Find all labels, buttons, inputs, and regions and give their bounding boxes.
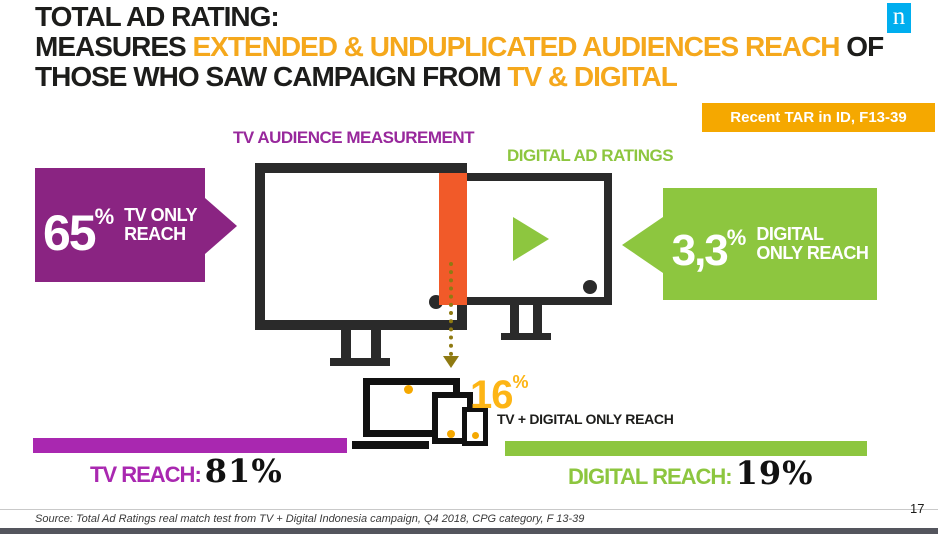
tv-monitor-icon	[255, 163, 467, 330]
tv-reach-bar	[33, 438, 347, 453]
title-line-2: MEASURES EXTENDED & UNDUPLICATED AUDIENC…	[35, 31, 884, 62]
recent-tar-badge: Recent TAR in ID, F13-39	[702, 103, 935, 132]
title-line-1: TOTAL AD RATING:	[35, 1, 280, 32]
bottom-bar	[0, 528, 938, 534]
digital-reach-bar	[505, 441, 867, 456]
tv-monitor-stand-icon	[341, 330, 381, 358]
overlap-dotted-arrow-line	[449, 262, 453, 356]
footer-divider	[0, 509, 938, 510]
laptop-base-icon	[352, 441, 429, 449]
digital-ad-ratings-label: DIGITAL AD RATINGS	[507, 146, 674, 165]
tv-only-reach-value: 65%	[42, 204, 115, 261]
overlap-reach-value: 16%	[470, 372, 529, 417]
title-highlight-1: EXTENDED & UNDUPLICATED AUDIENCES REACH	[192, 31, 840, 62]
digital-reach-total: DIGITAL REACH: 19%	[568, 454, 814, 492]
overlap-dotted-arrow-head-icon	[443, 356, 459, 368]
tablet-dot-icon	[447, 430, 455, 438]
digital-monitor-base-icon	[501, 333, 551, 340]
tv-reach-value: 81%	[204, 452, 283, 490]
play-icon	[513, 217, 549, 261]
title-highlight-2: TV & DIGITAL	[507, 61, 677, 92]
digital-monitor-stand-icon	[510, 305, 542, 333]
laptop-dot-icon	[404, 385, 413, 394]
digital-reach-value: 19%	[735, 454, 814, 492]
tv-reach-label: TV REACH:	[90, 462, 202, 487]
tv-reach-total: TV REACH: 81%	[90, 452, 283, 490]
source-note: Source: Total Ad Ratings real match test…	[35, 513, 585, 525]
digital-only-reach-label: DIGITAL ONLY REACH	[756, 224, 869, 263]
digital-power-dot-icon	[583, 280, 597, 294]
digital-reach-label: DIGITAL REACH:	[568, 464, 733, 489]
title-line-3: THOSE WHO SAW CAMPAIGN FROM TV & DIGITAL	[35, 61, 678, 92]
digital-only-reach-value: 3,3%	[671, 224, 747, 275]
page-number: 17	[910, 501, 925, 516]
overlap-reach-label: TV + DIGITAL ONLY REACH	[497, 411, 674, 427]
tv-monitor-base-icon	[330, 358, 390, 366]
phone-icon	[462, 407, 488, 446]
tv-only-reach-callout: 65% TV ONLY REACH	[35, 168, 205, 282]
digital-only-reach-callout: 3,3% DIGITAL ONLY REACH	[663, 188, 877, 300]
tv-audience-measurement-label: TV AUDIENCE MEASUREMENT	[233, 128, 475, 147]
phone-dot-icon	[472, 432, 479, 439]
digital-callout-arrow	[622, 217, 663, 273]
tv-only-reach-label: TV ONLY REACH	[124, 205, 198, 244]
nielsen-logo: n	[887, 3, 911, 33]
page-title: TOTAL AD RATING: MEASURES EXTENDED & UND…	[35, 1, 884, 92]
overlap-strip	[439, 173, 467, 305]
tv-callout-arrow	[205, 198, 237, 254]
